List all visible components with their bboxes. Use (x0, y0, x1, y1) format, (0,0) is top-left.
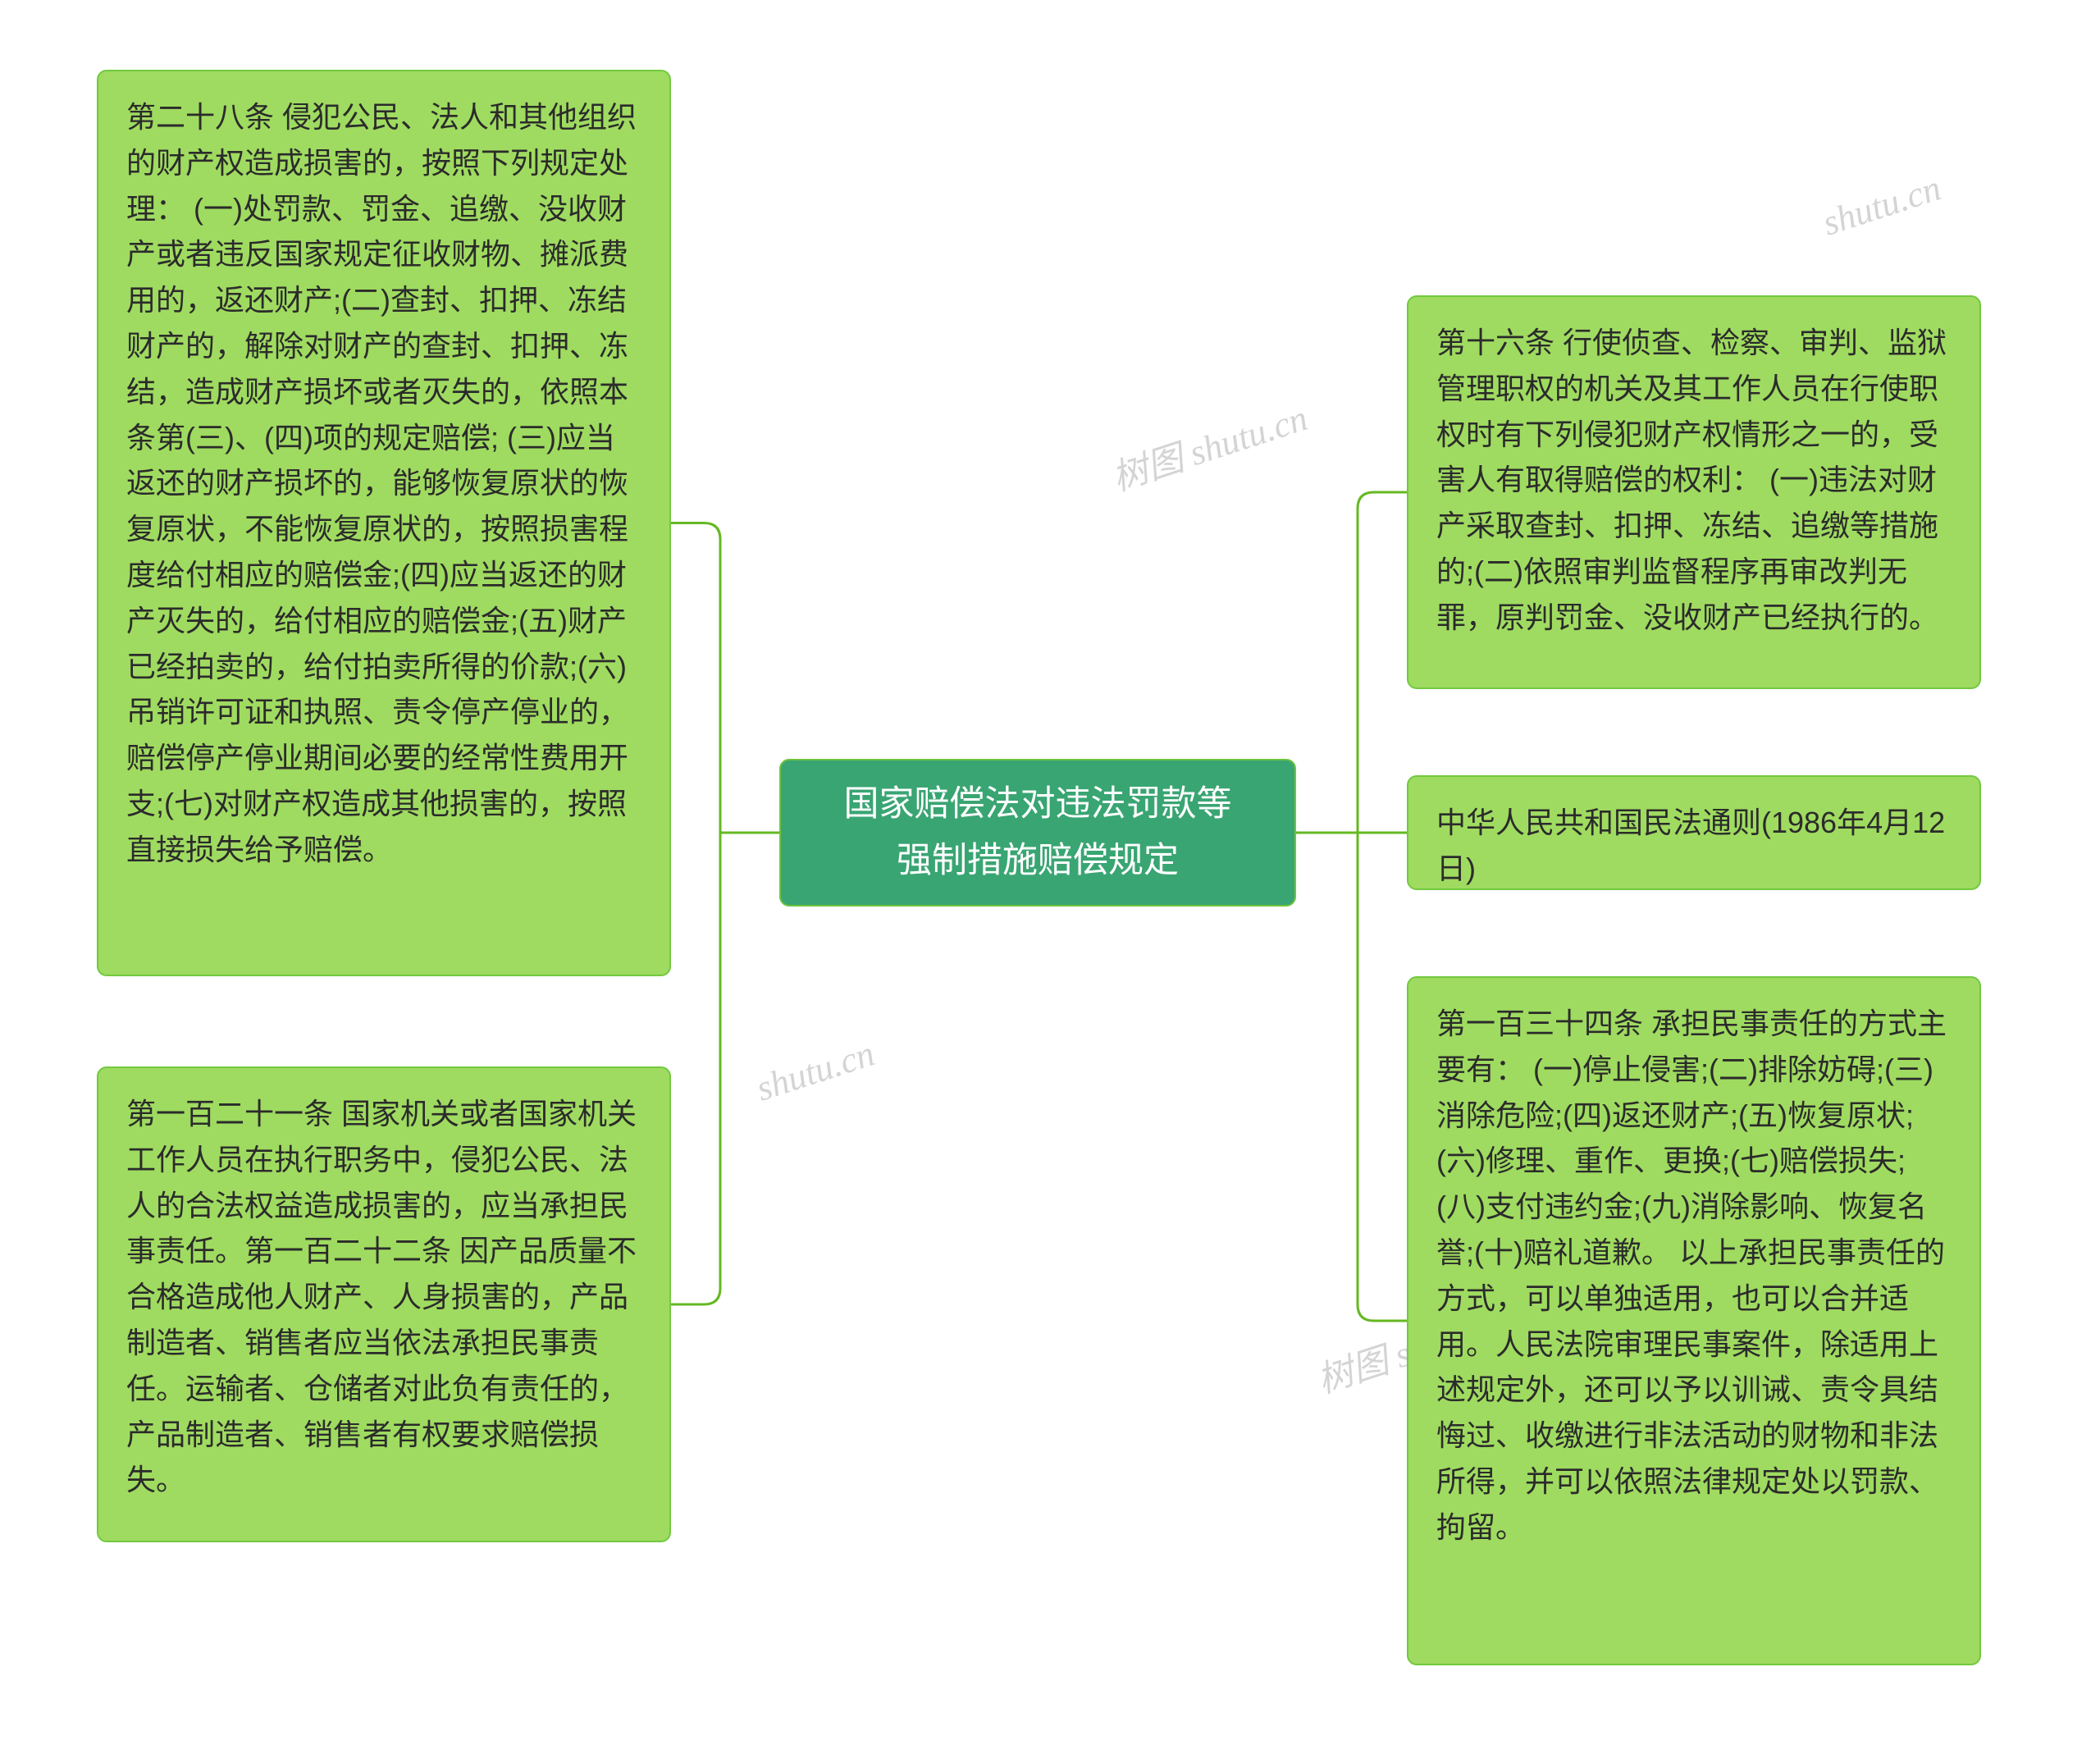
leaf-text: 第二十八条 侵犯公民、法人和其他组织的财产权造成损害的，按照下列规定处理： (一… (126, 94, 641, 873)
leaf-node-left1: 第二十八条 侵犯公民、法人和其他组织的财产权造成损害的，按照下列规定处理： (一… (97, 70, 671, 976)
center-node: 国家赔偿法对违法罚款等强制措施赔偿规定 (779, 759, 1296, 907)
leaf-node-right2: 中华人民共和国民法通则(1986年4月12日) (1407, 775, 1981, 890)
leaf-text: 中华人民共和国民法通则(1986年4月12日) (1436, 800, 1952, 892)
leaf-node-right1: 第十六条 行使侦查、检察、审判、监狱管理职权的机关及其工作人员在行使职权时有下列… (1407, 295, 1981, 689)
leaf-node-right3: 第一百三十四条 承担民事责任的方式主要有： (一)停止侵害;(二)排除妨碍;(三… (1407, 976, 1981, 1665)
leaf-text: 第一百二十一条 国家机关或者国家机关工作人员在执行职务中，侵犯公民、法人的合法权… (126, 1091, 641, 1503)
leaf-text: 第十六条 行使侦查、检察、审判、监狱管理职权的机关及其工作人员在行使职权时有下列… (1436, 320, 1952, 641)
leaf-node-left2: 第一百二十一条 国家机关或者国家机关工作人员在执行职务中，侵犯公民、法人的合法权… (97, 1066, 671, 1542)
leaf-text: 第一百三十四条 承担民事责任的方式主要有： (一)停止侵害;(二)排除妨碍;(三… (1436, 1001, 1952, 1550)
center-node-text: 国家赔偿法对违法罚款等强制措施赔偿规定 (844, 776, 1232, 889)
watermark: shutu.cn (751, 1032, 879, 1109)
mindmap-stage: shutu.cn树图 shutu.cnshutu.cn树图 shutu.cnsh… (0, 0, 2100, 1740)
watermark: shutu.cn (1818, 167, 1946, 244)
watermark: 树图 shutu.cn (1104, 388, 1313, 500)
